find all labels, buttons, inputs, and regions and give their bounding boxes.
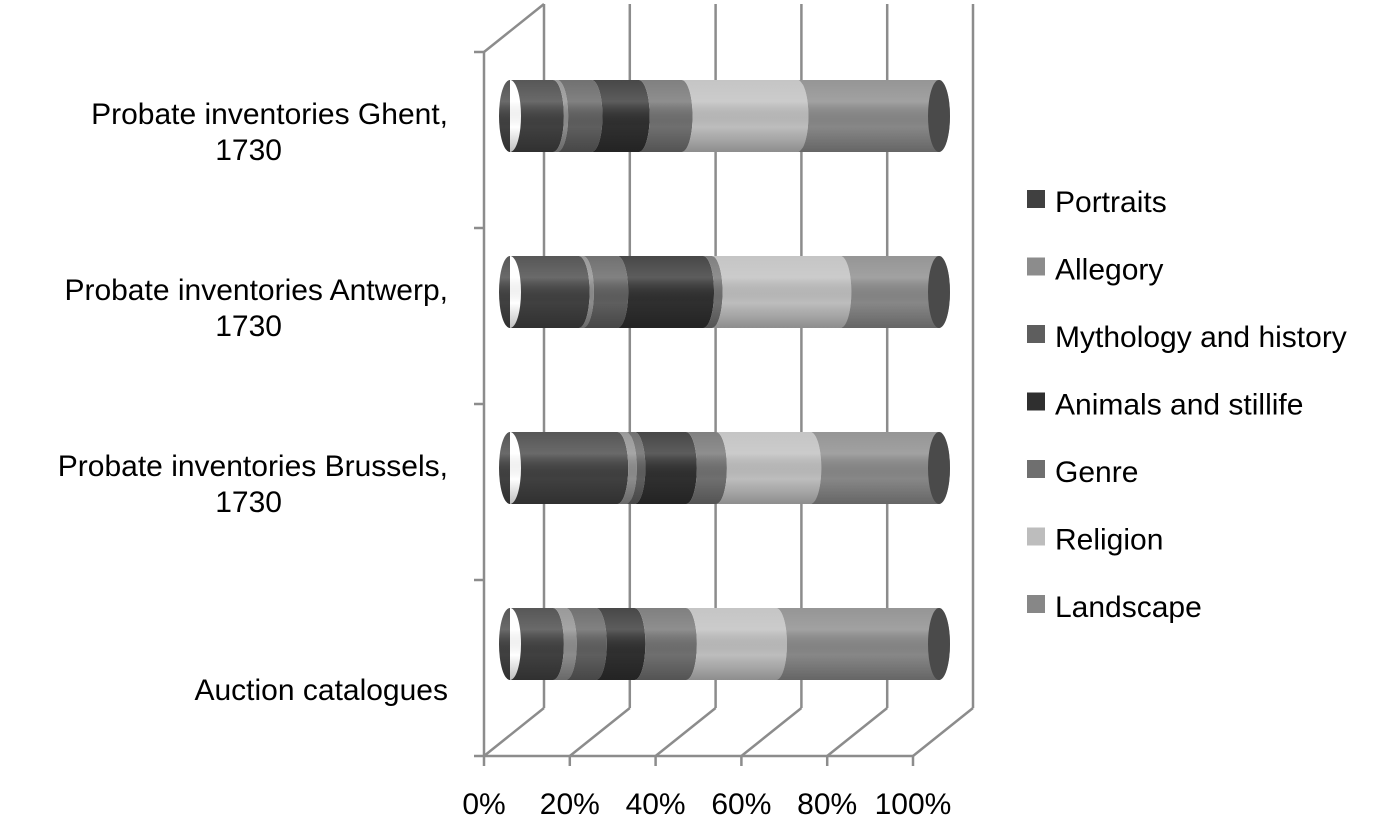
bar-group: [499, 80, 950, 152]
legend: Portraits Allegory Mythology and history An…: [1027, 186, 1347, 624]
legend-swatch: [1027, 527, 1045, 546]
legend-label: Animals and stillife: [1055, 389, 1303, 422]
bars: [499, 80, 950, 680]
x-tick-label: 40%: [626, 788, 686, 819]
legend-swatch: [1027, 257, 1045, 276]
bar-group: [499, 608, 950, 680]
category-label: Probate inventories Brussels, 1730: [58, 450, 448, 519]
legend-label: Landscape: [1055, 591, 1202, 624]
category-label: Auction catalogues: [194, 674, 448, 707]
legend-item: Portraits: [1027, 186, 1167, 219]
legend-item: Religion: [1027, 524, 1163, 557]
legend-label: Mythology and history: [1055, 321, 1347, 354]
category-label-line: Probate inventories Brussels,: [58, 450, 448, 483]
bar-shading: [499, 432, 939, 504]
floor-gridline: [569, 707, 631, 757]
legend-label: Portraits: [1055, 186, 1167, 219]
bar-end-cap: [928, 432, 950, 504]
legend-label: Allegory: [1055, 254, 1163, 287]
category-label-line: 1730: [215, 134, 282, 167]
legend-label: Religion: [1055, 524, 1163, 557]
legend-item: Allegory: [1027, 254, 1163, 287]
floor-gridline: [740, 707, 803, 757]
legend-item: Animals and stillife: [1027, 389, 1303, 422]
floor-gridline: [826, 707, 888, 757]
bar-end-cap: [928, 80, 950, 152]
floor-gridline: [483, 707, 545, 757]
bar-shading: [499, 256, 939, 328]
wall-top-edge: [483, 3, 545, 53]
category-label-line: Probate inventories Ghent,: [91, 98, 448, 131]
bar-end-cap: [928, 256, 950, 328]
category-label-line: Auction catalogues: [194, 674, 448, 707]
bar-group: [499, 432, 950, 504]
legend-label: Genre: [1055, 456, 1138, 489]
legend-swatch: [1027, 190, 1045, 208]
legend-item: Genre: [1027, 456, 1138, 489]
floor-gridline: [912, 707, 974, 757]
x-tick-label: 100%: [875, 788, 952, 819]
legend-item: Landscape: [1027, 591, 1202, 624]
legend-swatch: [1027, 325, 1045, 343]
x-tick-label: 80%: [797, 788, 857, 819]
category-label-line: Probate inventories Antwerp,: [64, 274, 448, 307]
bar-shading: [499, 80, 939, 152]
legend-swatch: [1027, 595, 1045, 613]
floor-gridline: [654, 707, 717, 757]
x-tick-label: 20%: [540, 788, 600, 819]
category-label: Probate inventories Ghent, 1730: [91, 98, 448, 167]
axes: [474, 50, 915, 766]
legend-item: Mythology and history: [1027, 321, 1347, 354]
bar-end-cap: [928, 608, 950, 680]
legend-swatch: [1027, 460, 1045, 478]
x-axis-tick-labels: 0% 20% 40% 60% 80% 100%: [462, 788, 952, 821]
x-tick-label: 0%: [462, 788, 505, 819]
category-label-line: 1730: [215, 486, 282, 519]
bar-group: [499, 256, 950, 328]
category-label-line: 1730: [215, 310, 282, 343]
legend-swatch: [1027, 392, 1045, 411]
x-tick-label: 60%: [711, 788, 771, 819]
bar-shading: [499, 608, 939, 680]
category-label: Probate inventories Antwerp, 1730: [64, 274, 448, 343]
